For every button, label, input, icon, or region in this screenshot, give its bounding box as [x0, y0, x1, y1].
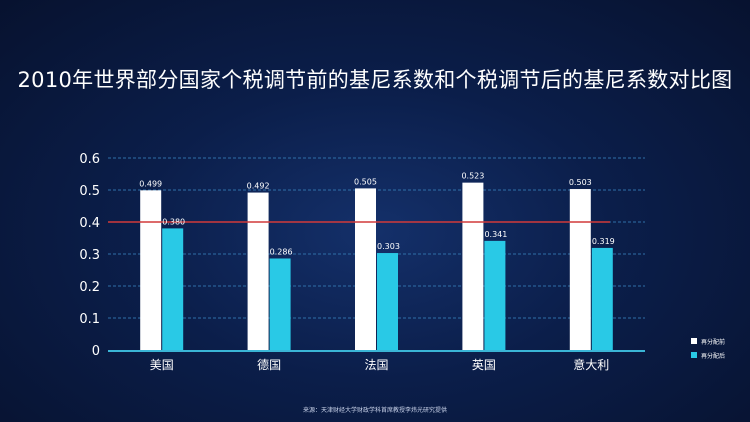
y-tick-label: 0.5 [79, 184, 100, 199]
data-label: 0.303 [377, 242, 400, 251]
bar-after [162, 228, 184, 350]
legend-swatch [691, 338, 697, 344]
y-axis-ticks: 0 0.1 0.2 0.3 0.4 0.5 0.6 [79, 152, 100, 359]
bar-before [247, 192, 269, 350]
y-tick-label: 0.1 [79, 312, 100, 327]
value-labels: 0.499 0.380 0.492 0.286 0.505 0.303 0.523 0.341… [139, 172, 615, 257]
data-label: 0.503 [569, 178, 592, 187]
chart-title: 2010年世界部分国家个税调节前的基尼系数和个税调节后的基尼系数对比图 [17, 68, 733, 92]
bar-after [377, 253, 398, 350]
y-tick-label: 0 [92, 344, 100, 359]
data-label: 0.499 [139, 179, 162, 188]
bar-after [484, 240, 506, 350]
legend-label: 再分配后 [701, 352, 725, 360]
bar-before [462, 182, 484, 350]
x-axis-ticks: 美国 德国 法国 英国 意大利 [150, 357, 610, 372]
data-label: 0.380 [162, 217, 185, 226]
data-label: 0.492 [247, 182, 270, 191]
bar-after [591, 247, 613, 350]
y-tick-label: 0.2 [79, 280, 100, 295]
data-label: 0.319 [592, 237, 615, 246]
legend-label: 再分配前 [701, 338, 725, 346]
data-label: 0.286 [270, 247, 293, 256]
data-label: 0.505 [354, 177, 377, 186]
x-tick-label: 法国 [364, 358, 388, 372]
x-tick-label: 英国 [472, 358, 496, 372]
x-tick-label: 德国 [257, 357, 281, 372]
bar-before [140, 190, 162, 350]
y-tick-label: 0.6 [79, 152, 100, 167]
legend-swatch [691, 352, 697, 358]
y-tick-label: 0.4 [79, 216, 100, 231]
bar-before [355, 188, 376, 350]
data-label: 0.523 [461, 172, 484, 181]
bar-after [269, 258, 291, 350]
data-label: 0.341 [484, 230, 507, 239]
source-note: 来源：天津财经大学财政学科首席教授李炜光研究提供 [302, 407, 447, 414]
bars [140, 182, 613, 350]
x-tick-label: 意大利 [573, 357, 609, 372]
y-tick-label: 0.3 [79, 248, 100, 263]
bar-before [569, 189, 591, 350]
x-tick-label: 美国 [150, 358, 174, 372]
